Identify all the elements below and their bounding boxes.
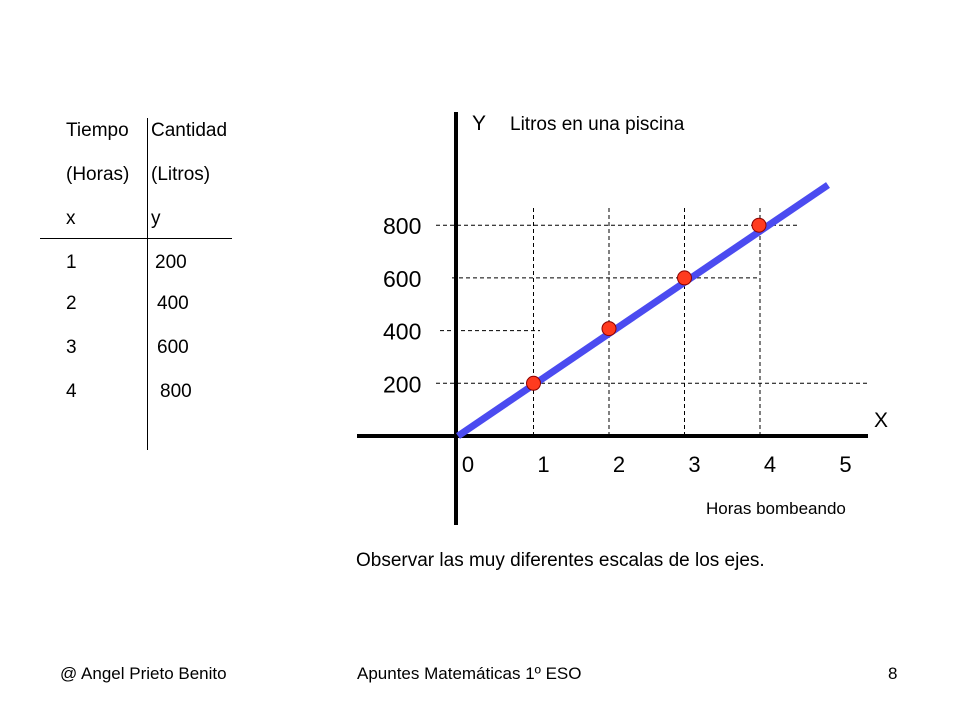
table-row-4-y: 800 [160, 381, 192, 402]
x-axis-letter: X [874, 409, 888, 432]
table-unit-liters: (Litros) [151, 164, 211, 185]
x-tick-label-0: 0 [462, 452, 474, 477]
y-tick-label-400: 400 [383, 319, 421, 345]
data-point-4 [751, 217, 767, 233]
y-tick-label-200: 200 [383, 371, 421, 397]
data-point-2 [601, 321, 617, 337]
table-unit-hours: (Horas) [66, 164, 130, 185]
table-header-amount: Cantidad [151, 120, 228, 141]
table-var-y: y [151, 208, 161, 229]
x-tick-label-4: 4 [764, 452, 776, 477]
x-axis-label: Horas bombeando [706, 499, 846, 518]
table-row-3-x: 3 [66, 337, 77, 358]
y-axis-letter: Y [472, 112, 486, 135]
y-axis-label: Litros en una piscina [510, 114, 685, 135]
footer-page-number: 8 [888, 664, 898, 683]
table-row-2-y: 400 [157, 293, 189, 314]
series-line [456, 182, 830, 439]
table-header-time: Tiempo [66, 120, 129, 141]
table-row-1-y: 200 [155, 252, 187, 273]
y-tick-label-600: 600 [383, 266, 421, 292]
chart-markers [526, 217, 767, 391]
table-row-3-y: 600 [157, 337, 189, 358]
table-row-4-x: 4 [66, 381, 77, 402]
x-tick-label-1: 1 [537, 452, 549, 477]
data-point-1 [526, 375, 541, 391]
chart-labels: 200 400 600 800 0 1 2 3 4 5 Y Litros en una piscina… [383, 112, 888, 518]
footer-author: @ Angel Prieto Benito [60, 664, 227, 683]
table-var-x: x [66, 208, 76, 229]
table-header-divider [40, 238, 232, 239]
data-point-3 [677, 270, 692, 286]
chart-axes [357, 112, 868, 525]
footer-course: Apuntes Matemáticas 1º ESO [357, 664, 582, 683]
scale-note: Observar las muy diferentes escalas de l… [356, 550, 765, 571]
table-row-1-x: 1 [66, 252, 77, 273]
table-row-2-x: 2 [66, 293, 77, 314]
chart-grid [436, 208, 868, 436]
chart-series [456, 182, 830, 439]
table-column-divider [147, 118, 148, 450]
y-tick-label-800: 800 [383, 213, 421, 239]
x-tick-label-3: 3 [688, 452, 700, 477]
x-tick-label-2: 2 [613, 452, 625, 477]
x-tick-label-5: 5 [839, 452, 851, 477]
